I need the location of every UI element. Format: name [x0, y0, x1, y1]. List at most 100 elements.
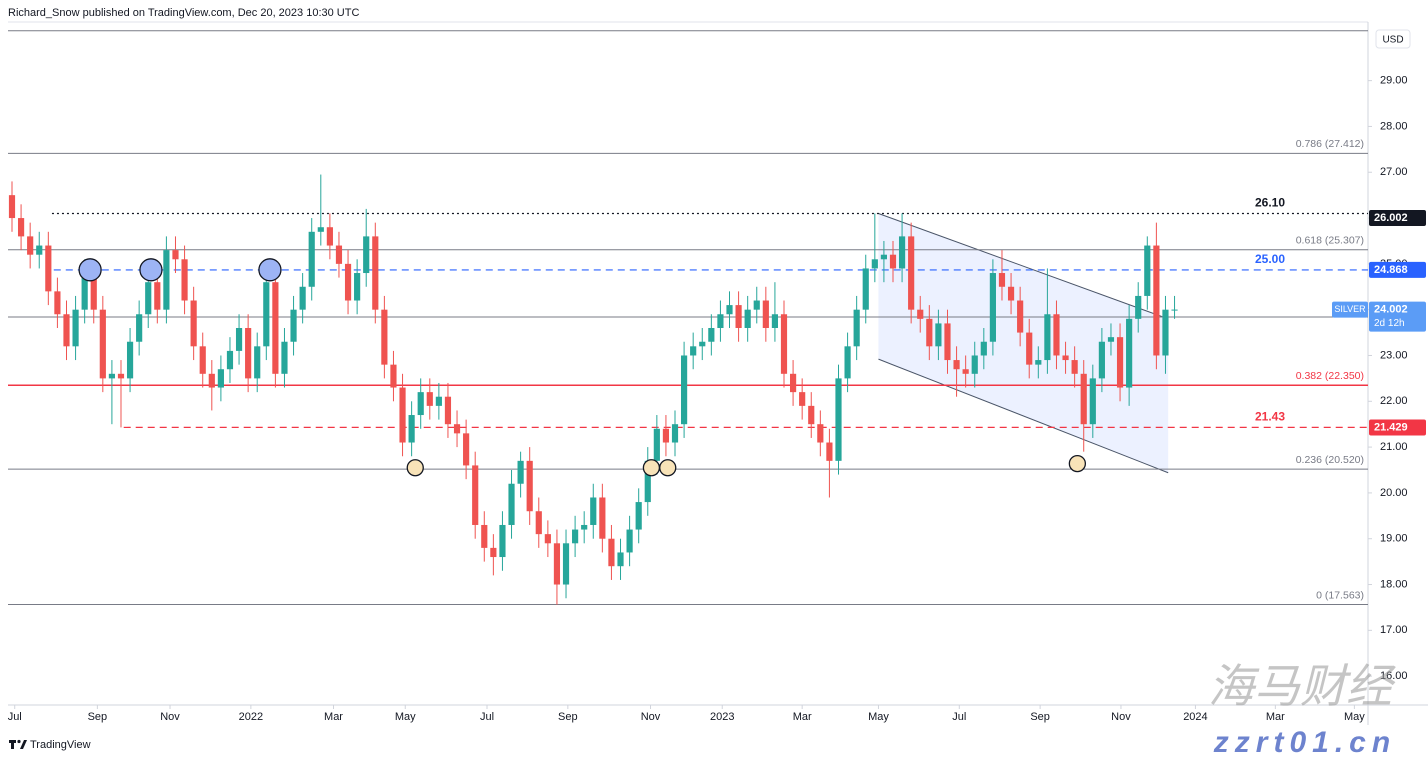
candle-body — [444, 396, 452, 425]
candle-body — [799, 392, 806, 406]
candle-body — [490, 547, 497, 558]
currency: USD — [1382, 35, 1403, 46]
candle-body — [1007, 286, 1015, 301]
x-tick-label: Mar — [793, 711, 812, 723]
logo-part — [20, 740, 27, 749]
candle-body — [1107, 337, 1115, 342]
candle-body — [808, 405, 815, 425]
candle-body — [154, 282, 161, 310]
candle-body — [199, 346, 206, 374]
candle-body — [281, 341, 288, 374]
candle-body — [1071, 360, 1078, 374]
candle-body — [481, 524, 488, 548]
candle-body — [354, 273, 361, 301]
marker — [659, 459, 677, 477]
marker — [642, 459, 661, 477]
candle-body — [263, 282, 270, 347]
candle-body — [535, 511, 542, 535]
price-tag-label: 21.429 — [1374, 421, 1408, 433]
y-tick-label: 28.00 — [1380, 120, 1408, 132]
channel-upper — [878, 213, 1169, 320]
candle-body — [372, 236, 379, 310]
candle-body — [944, 323, 951, 361]
candle-body — [553, 543, 561, 585]
x-tick-label: Jul — [952, 711, 966, 723]
candle-body — [399, 387, 406, 443]
candle-body — [644, 460, 651, 503]
countdown-label: 2d 12h — [1374, 318, 1405, 329]
marker — [139, 258, 163, 282]
candle-body — [381, 309, 388, 365]
candle-body — [453, 424, 461, 434]
candle-body — [862, 268, 869, 310]
candle-body — [635, 502, 642, 530]
candle-body — [181, 259, 188, 301]
currency-box[interactable] — [1375, 29, 1411, 49]
candle-body — [926, 318, 933, 347]
candle-body — [81, 273, 88, 310]
candle-body — [1171, 309, 1178, 311]
fib-label: 0.786 (27.412) — [1296, 138, 1364, 150]
candle-body — [145, 282, 152, 315]
candle-body — [726, 305, 733, 315]
candle-body — [1135, 295, 1142, 319]
marker — [258, 258, 282, 282]
candle-body — [172, 250, 179, 260]
candle-body — [344, 263, 352, 301]
candle-body — [472, 465, 479, 525]
candle-body — [935, 323, 942, 347]
candle-body — [1116, 337, 1124, 388]
candle-body — [599, 497, 606, 539]
candle-body — [989, 273, 996, 342]
footer-brand: TradingView — [30, 739, 91, 751]
candle-body — [1098, 341, 1105, 379]
y-tick-label: 18.00 — [1380, 578, 1408, 590]
x-tick-label: Jul — [8, 711, 22, 723]
candle-body — [817, 424, 824, 443]
candle-body — [317, 227, 324, 232]
candle-body — [1035, 360, 1042, 365]
x-tick-label: May — [395, 711, 416, 723]
candle-body — [8, 195, 16, 219]
candle-body — [998, 273, 1006, 287]
candle-body — [217, 369, 224, 388]
marker — [1068, 454, 1087, 473]
symbol-tag — [1332, 301, 1368, 318]
candle-body — [63, 314, 70, 347]
candle-body — [917, 309, 924, 319]
candle-body — [1062, 355, 1069, 361]
candle-body — [581, 524, 588, 530]
candle-body — [435, 396, 442, 406]
candle-body — [508, 483, 515, 525]
candle-body — [962, 369, 969, 374]
candle-body — [562, 543, 570, 585]
fib-label: 0.236 (20.520) — [1296, 454, 1364, 466]
candle-body — [880, 254, 887, 260]
last-price-label: 24.002 — [1374, 303, 1408, 315]
candle-body — [653, 428, 660, 461]
candle-body — [499, 524, 506, 558]
candle-body — [163, 250, 170, 310]
candle-body — [45, 245, 52, 292]
watermark-cn: 海马财经 — [1208, 660, 1396, 712]
level-label: 21.43 — [1255, 410, 1285, 424]
candle-body — [390, 364, 397, 388]
price-tag — [1369, 419, 1426, 436]
candle-body — [908, 236, 915, 310]
candle-body — [17, 218, 25, 237]
candle-body — [572, 529, 579, 544]
candle-body — [245, 327, 252, 379]
candle-body — [408, 415, 415, 443]
y-tick-label: 29.00 — [1380, 75, 1408, 87]
candle-body — [681, 355, 688, 425]
candle-body — [690, 346, 697, 356]
candle-body — [626, 529, 633, 553]
candle-body — [789, 373, 797, 393]
x-tick-label: 2023 — [710, 711, 734, 723]
channel-lower — [878, 358, 1169, 474]
x-tick-label: 2022 — [239, 711, 263, 723]
y-tick-label: 20.00 — [1380, 487, 1408, 499]
marker — [406, 459, 424, 477]
candle-body — [1089, 378, 1096, 425]
